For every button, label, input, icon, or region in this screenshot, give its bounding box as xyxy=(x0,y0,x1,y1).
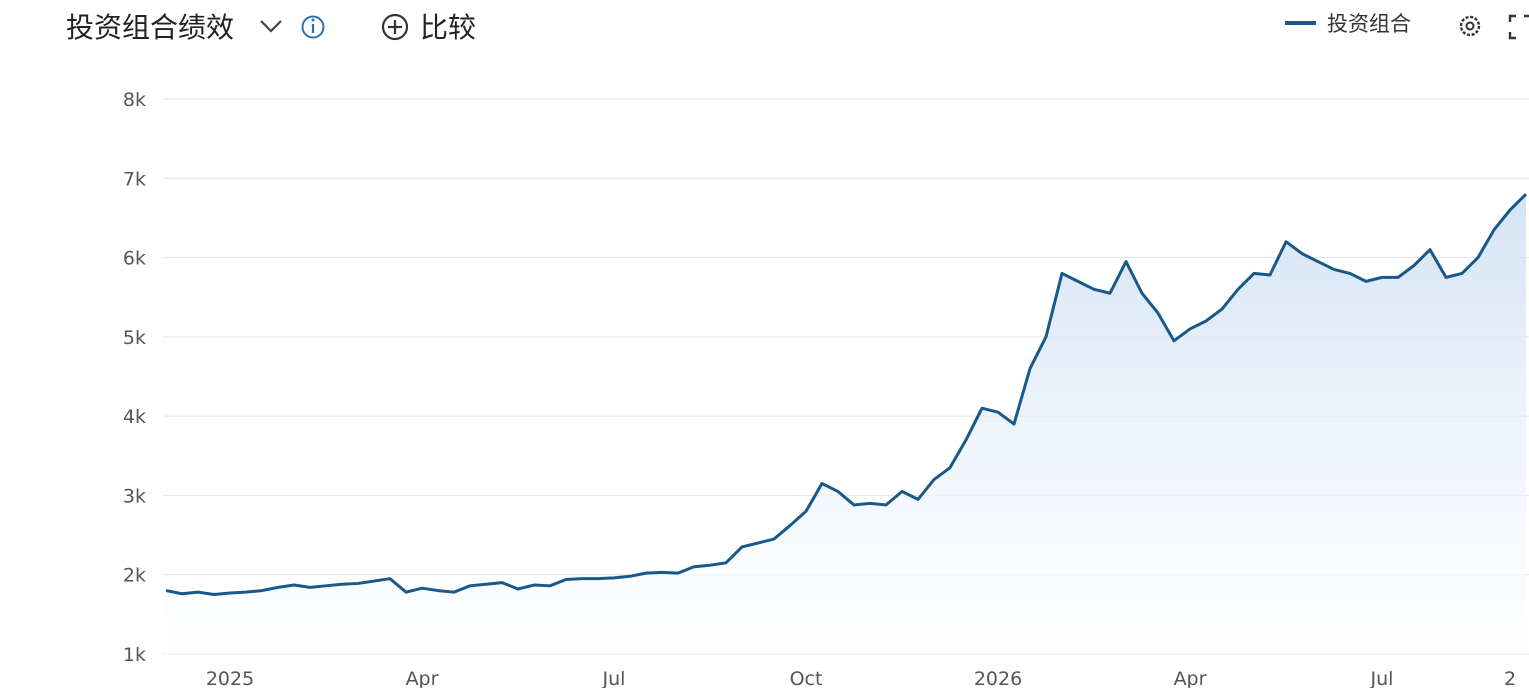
y-tick-label: 6k xyxy=(123,248,146,270)
line xyxy=(165,193,1528,597)
y-tick-label: 3k xyxy=(123,485,146,507)
x-tick-label: 2 xyxy=(1504,668,1516,688)
y-tick-label: 4k xyxy=(123,406,146,428)
compare-button[interactable]: 比较 xyxy=(381,11,476,44)
area xyxy=(166,194,1526,654)
legend-label[interactable]: 投资组合 xyxy=(1327,12,1411,36)
y-tick-label: 2k xyxy=(123,565,146,587)
x-tick-label: Oct xyxy=(790,668,823,688)
x-tick-label: 2026 xyxy=(974,668,1022,688)
plot-area: 1k 2k 3k 4k 5k 6k 7k 8k 2025 Apr Jul Oct 2026 Apr Jul 2 xyxy=(123,89,1529,690)
settings-icon[interactable] xyxy=(1459,15,1481,37)
y-tick-label: 8k xyxy=(123,89,146,111)
fullscreen-icon-corner[interactable] xyxy=(1508,32,1516,40)
y-tick-label: 1k xyxy=(123,644,146,666)
chart-title: 投资组合绩效 xyxy=(66,11,234,44)
compare-label[interactable]: 比较 xyxy=(420,11,476,44)
info-icon[interactable] xyxy=(301,15,325,39)
x-tick-label: Apr xyxy=(1174,668,1207,688)
x-tick-label: 2025 xyxy=(206,668,254,688)
x-tick-label: Jul xyxy=(1370,668,1394,688)
y-tick-label: 5k xyxy=(123,327,146,349)
y-tick-label: 7k xyxy=(123,168,146,190)
dropdown-icon[interactable] xyxy=(260,20,282,33)
x-tick-label: Apr xyxy=(406,668,439,688)
x-tick-label: Jul xyxy=(602,668,626,688)
fullscreen-icon[interactable] xyxy=(1508,14,1529,22)
